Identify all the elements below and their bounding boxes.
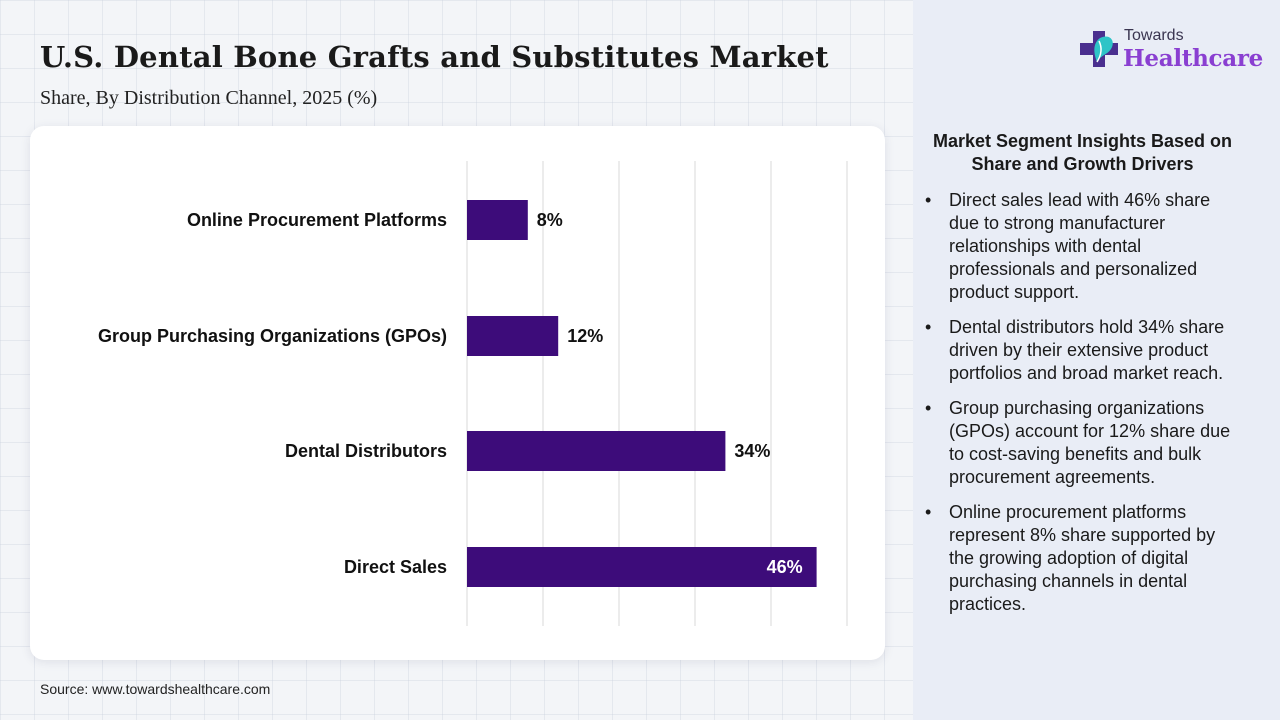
bar xyxy=(467,431,726,471)
chart-title: U.S. Dental Bone Grafts and Substitutes … xyxy=(40,40,829,74)
bar-chart: Online Procurement Platforms 8% Group Purc… xyxy=(98,161,848,626)
cross-logo-icon xyxy=(1080,31,1118,67)
towards-healthcare-logo: Towards Healthcare xyxy=(1080,26,1264,78)
bullet-icon: • xyxy=(925,190,932,210)
insight-text: Online procurement platforms represent 8… xyxy=(949,502,1216,614)
bar xyxy=(467,547,817,587)
bar xyxy=(467,316,559,356)
bullet-icon: • xyxy=(925,502,932,522)
value-label: 34% xyxy=(734,441,770,461)
category-label: Direct Sales xyxy=(344,557,447,577)
bullet-icon: • xyxy=(925,398,932,418)
insight-item: • Online procurement platforms represent … xyxy=(925,501,1245,616)
insights-list: • Direct sales lead with 46% share due to… xyxy=(925,189,1245,628)
chart-card: Online Procurement Platforms 8% Group Purc… xyxy=(30,126,885,660)
value-label: 12% xyxy=(567,326,603,346)
insight-item: • Group purchasing organizations (GPOs) a… xyxy=(925,397,1245,489)
logo-text-healthcare: Healthcare xyxy=(1123,45,1264,72)
source-note: Source: www.towardshealthcare.com xyxy=(40,681,271,697)
category-label: Dental Distributors xyxy=(285,441,447,461)
insight-text: Dental distributors hold 34% share drive… xyxy=(949,317,1225,383)
insight-item: • Dental distributors hold 34% share driv… xyxy=(925,316,1245,385)
value-label: 46% xyxy=(767,557,803,577)
insight-item: • Direct sales lead with 46% share due to… xyxy=(925,189,1245,304)
logo-text-towards: Towards xyxy=(1124,27,1184,44)
insight-text: Direct sales lead with 46% share due to … xyxy=(949,190,1211,302)
bullet-icon: • xyxy=(925,317,932,337)
category-label: Group Purchasing Organizations (GPOs) xyxy=(98,326,447,346)
category-label: Online Procurement Platforms xyxy=(187,210,447,230)
insight-text: Group purchasing organizations (GPOs) ac… xyxy=(949,398,1231,487)
insights-title: Market Segment Insights Based on Share a… xyxy=(932,131,1233,174)
bar xyxy=(467,200,528,240)
chart-subtitle: Share, By Distribution Channel, 2025 (%) xyxy=(40,87,378,109)
insights-panel xyxy=(913,0,1280,720)
value-label: 8% xyxy=(537,210,563,230)
